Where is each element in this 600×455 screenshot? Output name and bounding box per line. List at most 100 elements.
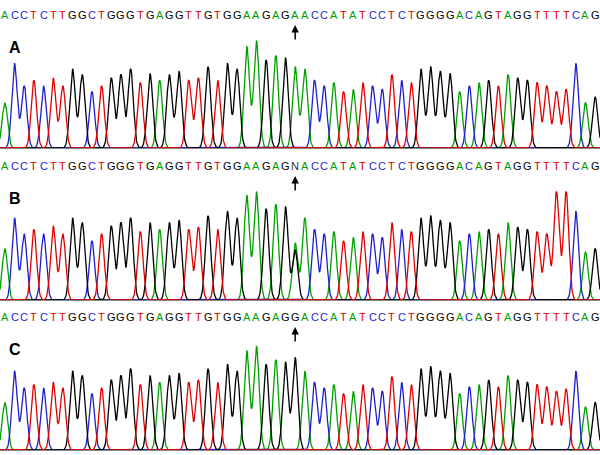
svg-text:G: G <box>165 160 174 172</box>
svg-text:G: G <box>126 160 135 172</box>
svg-text:A: A <box>581 160 589 172</box>
svg-text:C: C <box>11 160 19 172</box>
svg-text:A: A <box>291 9 299 21</box>
svg-text:G: G <box>116 311 125 323</box>
svg-text:C: C <box>369 9 377 21</box>
svg-text:T: T <box>495 160 502 172</box>
svg-text:G: G <box>513 160 522 172</box>
svg-text:T: T <box>534 160 541 172</box>
svg-text:G: G <box>416 9 425 21</box>
svg-text:A: A <box>349 160 357 172</box>
svg-text:G: G <box>262 9 271 21</box>
svg-text:C: C <box>40 160 48 172</box>
svg-text:G: G <box>126 9 135 21</box>
svg-text:T: T <box>340 311 347 323</box>
svg-text:G: G <box>281 311 290 323</box>
svg-text:G: G <box>513 9 522 21</box>
svg-text:A: A <box>243 311 251 323</box>
svg-text:C: C <box>398 160 406 172</box>
svg-text:A: A <box>581 9 589 21</box>
svg-text:T: T <box>185 160 192 172</box>
svg-text:C: C <box>20 160 28 172</box>
svg-text:T: T <box>50 311 57 323</box>
svg-text:T: T <box>195 311 202 323</box>
svg-text:T: T <box>388 9 395 21</box>
svg-text:G: G <box>591 311 600 323</box>
svg-text:A: A <box>243 160 251 172</box>
svg-text:T: T <box>214 9 221 21</box>
svg-text:T: T <box>563 9 570 21</box>
svg-text:G: G <box>175 9 184 21</box>
svg-text:G: G <box>107 9 116 21</box>
svg-text:G: G <box>484 311 493 323</box>
svg-text:A: A <box>475 9 483 21</box>
svg-text:A: A <box>272 9 280 21</box>
svg-text:A: A <box>504 9 512 21</box>
svg-text:A: A <box>301 311 309 323</box>
svg-text:C: C <box>20 9 28 21</box>
svg-text:G: G <box>223 311 232 323</box>
svg-text:G: G <box>262 160 271 172</box>
svg-text:C: C <box>320 160 328 172</box>
svg-text:A: A <box>330 160 338 172</box>
svg-text:G: G <box>436 9 445 21</box>
svg-text:T: T <box>195 9 202 21</box>
svg-text:T: T <box>30 160 37 172</box>
svg-text:G: G <box>523 160 532 172</box>
svg-text:C: C <box>378 160 386 172</box>
svg-text:G: G <box>446 311 455 323</box>
svg-text:T: T <box>214 160 221 172</box>
svg-text:T: T <box>50 160 57 172</box>
svg-text:A: A <box>156 160 164 172</box>
svg-text:G: G <box>204 160 213 172</box>
svg-text:T: T <box>340 9 347 21</box>
svg-text:A: A <box>504 311 512 323</box>
svg-text:C: C <box>378 9 386 21</box>
svg-text:A: A <box>475 160 483 172</box>
svg-text:A: A <box>330 9 338 21</box>
svg-text:G: G <box>165 311 174 323</box>
svg-text:T: T <box>359 9 366 21</box>
svg-text:G: G <box>281 9 290 21</box>
svg-text:C: C <box>311 311 319 323</box>
svg-text:T: T <box>495 311 502 323</box>
svg-text:G: G <box>68 311 77 323</box>
svg-text:A: A <box>252 9 260 21</box>
svg-text:T: T <box>534 9 541 21</box>
svg-text:C: C <box>311 160 319 172</box>
svg-text:G: G <box>204 9 213 21</box>
svg-text:T: T <box>553 311 560 323</box>
svg-text:C: C <box>320 311 328 323</box>
svg-text:A: A <box>301 160 309 172</box>
svg-text:A: A <box>475 311 483 323</box>
svg-text:T: T <box>543 311 550 323</box>
svg-text:N: N <box>291 160 299 172</box>
svg-text:C: C <box>398 9 406 21</box>
svg-text:G: G <box>116 160 125 172</box>
svg-text:T: T <box>563 311 570 323</box>
svg-text:T: T <box>185 9 192 21</box>
svg-text:G: G <box>591 160 600 172</box>
svg-text:A: A <box>243 9 251 21</box>
svg-text:G: G <box>68 9 77 21</box>
svg-text:G: G <box>262 311 271 323</box>
svg-text:T: T <box>359 160 366 172</box>
svg-text:G: G <box>78 311 87 323</box>
svg-text:A: A <box>1 160 9 172</box>
svg-text:C: C <box>11 311 19 323</box>
svg-text:G: G <box>484 9 493 21</box>
svg-text:G: G <box>281 160 290 172</box>
svg-text:B: B <box>9 190 21 207</box>
svg-text:T: T <box>137 9 144 21</box>
svg-text:G: G <box>107 311 116 323</box>
svg-text:A: A <box>9 39 21 56</box>
svg-text:A: A <box>349 9 357 21</box>
svg-text:T: T <box>408 160 415 172</box>
svg-text:A: A <box>349 311 357 323</box>
svg-text:T: T <box>98 9 105 21</box>
svg-text:G: G <box>223 9 232 21</box>
svg-text:G: G <box>68 160 77 172</box>
svg-text:T: T <box>30 311 37 323</box>
svg-text:G: G <box>78 9 87 21</box>
svg-text:C: C <box>88 9 96 21</box>
